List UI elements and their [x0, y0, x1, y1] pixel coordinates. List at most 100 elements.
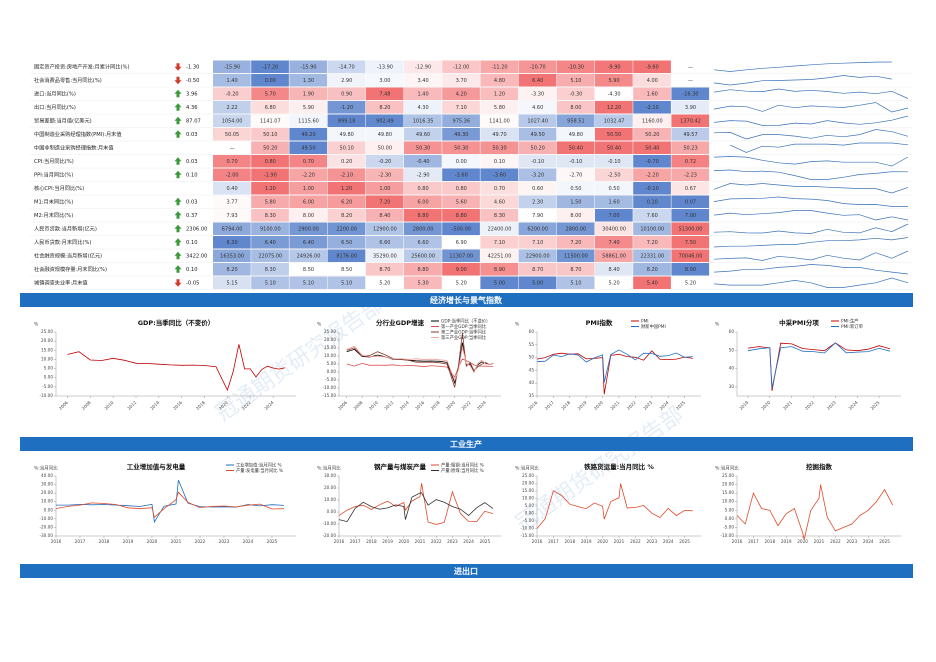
cell-value: 8.30: [265, 267, 276, 273]
x-tick-label: 2024: [848, 400, 859, 411]
y-tick-label: 10.00: [324, 353, 336, 358]
cell-value: 11500.00: [564, 253, 588, 259]
y-tick-label: 40.00: [41, 473, 53, 478]
cell-value: 3.70: [456, 78, 467, 84]
sparkline: [713, 277, 909, 288]
heat-cell: [327, 114, 366, 127]
y-tick-label: -30.00: [40, 533, 54, 538]
heat-cell: [289, 155, 328, 168]
sparkline: [713, 223, 909, 234]
cell-value: 6.60: [418, 240, 429, 246]
cell-value: 49.30: [454, 132, 468, 138]
cell-value: 1016.35: [413, 118, 434, 124]
chart: 中采PMI分项% 60 50 40 30 2019 2020 2021 2022 2023 2024…: [715, 318, 901, 411]
y-tick-label: 35: [529, 393, 535, 398]
heat-cell: [480, 87, 519, 100]
cell-value: 8.20: [341, 213, 352, 219]
y-tick-label: 10.00: [41, 499, 53, 504]
x-tick-label: 2018: [564, 539, 575, 544]
y-tick-label: 20.00: [41, 338, 53, 343]
heat-cell: [404, 87, 442, 100]
cell-value: 5.40: [647, 280, 658, 286]
cell-value: 30400.00: [602, 226, 626, 232]
heat-cell: [633, 141, 671, 154]
x-tick-label: 2018: [560, 400, 571, 411]
x-tick-label: 2024: [863, 539, 874, 544]
heat-cell: [404, 60, 442, 73]
heat-cell: [404, 195, 442, 208]
series-line: [536, 349, 693, 383]
cell-value: 0.07: [685, 199, 696, 205]
sparkline: [713, 61, 892, 72]
cell-value: -2.30: [378, 172, 391, 178]
change-value: 0.03: [186, 132, 198, 138]
heat-cell: [365, 182, 404, 195]
heat-cell: [556, 195, 595, 208]
heat-cell: [480, 60, 519, 73]
heat-cell: [480, 155, 519, 168]
cell-value: 0.50: [570, 186, 581, 192]
heat-cell: [480, 209, 519, 222]
heat-cell: [365, 263, 404, 276]
heat-cell: [518, 128, 557, 141]
heat-cell: [518, 168, 557, 181]
cell-value: 12.20: [607, 105, 621, 111]
heat-cell: [480, 128, 519, 141]
x-tick-label: 2018: [195, 400, 206, 411]
cell-value: 42251.00: [488, 253, 512, 259]
sparkline: [713, 156, 909, 167]
y-axis-label: %: [34, 322, 39, 328]
legend-label: 第三产业GDP:当季同比: [441, 334, 487, 341]
x-tick-label: 2022: [431, 539, 442, 544]
heat-cell: [365, 168, 404, 181]
x-tick-label: 2025: [879, 539, 890, 544]
cell-value: 0.70: [494, 186, 505, 192]
cell-value: -0.10: [646, 186, 659, 192]
heat-cell: [518, 276, 557, 289]
heat-cell: [365, 141, 404, 154]
x-tick-label: 2023: [826, 400, 837, 411]
arrow-up: [174, 211, 182, 219]
heat-cell: [442, 222, 480, 235]
x-tick-label: 2016: [732, 539, 743, 544]
heat-cell: [595, 209, 633, 222]
cell-value: 7.00: [609, 213, 620, 219]
indicator-name: PPI:当月同比(%): [34, 170, 73, 178]
heat-cell: [671, 222, 710, 235]
cell-value: 1.90: [303, 91, 314, 97]
change-value: 2306.00: [186, 226, 207, 232]
arrow-up: [174, 265, 182, 273]
heat-cell: [365, 222, 404, 235]
x-tick-label: 2020: [597, 539, 608, 544]
heat-cell: [480, 236, 519, 249]
cell-value: 49.80: [340, 132, 354, 138]
x-tick-label: 2006: [58, 400, 69, 411]
heat-cell: [595, 141, 633, 154]
heat-cell: [480, 182, 519, 195]
y-tick-label: -20.00: [40, 524, 54, 529]
heat-cell: [213, 114, 251, 127]
arrow-up: [174, 89, 182, 98]
series-line: [736, 484, 894, 540]
y-tick-label: 15.00: [522, 488, 534, 493]
y-tick-label: 20.00: [41, 490, 53, 495]
cell-value: 2900.00: [298, 226, 319, 232]
chart-title: 铁路货运量:当月同比 %: [583, 462, 654, 471]
y-tick-label: 0.00: [44, 507, 54, 512]
x-tick-label: 2022: [830, 539, 841, 544]
heat-cell: [556, 249, 595, 262]
x-tick-label: 2022: [630, 539, 641, 544]
cell-value: 22400.00: [488, 226, 512, 232]
heat-cell: [518, 74, 557, 87]
heat-cell: [289, 60, 328, 73]
cell-value: 16353.00: [220, 253, 244, 259]
heat-cell: [595, 114, 633, 127]
heat-cell: [595, 101, 633, 114]
y-tick-label: 30.00: [324, 473, 336, 478]
heat-cell: [442, 182, 480, 195]
cell-value: 25600.00: [411, 253, 435, 259]
heat-cell: [671, 236, 710, 249]
cell-value: 8.20: [227, 267, 238, 273]
heat-cell: [251, 74, 289, 87]
x-tick-label: 2023: [219, 539, 230, 544]
